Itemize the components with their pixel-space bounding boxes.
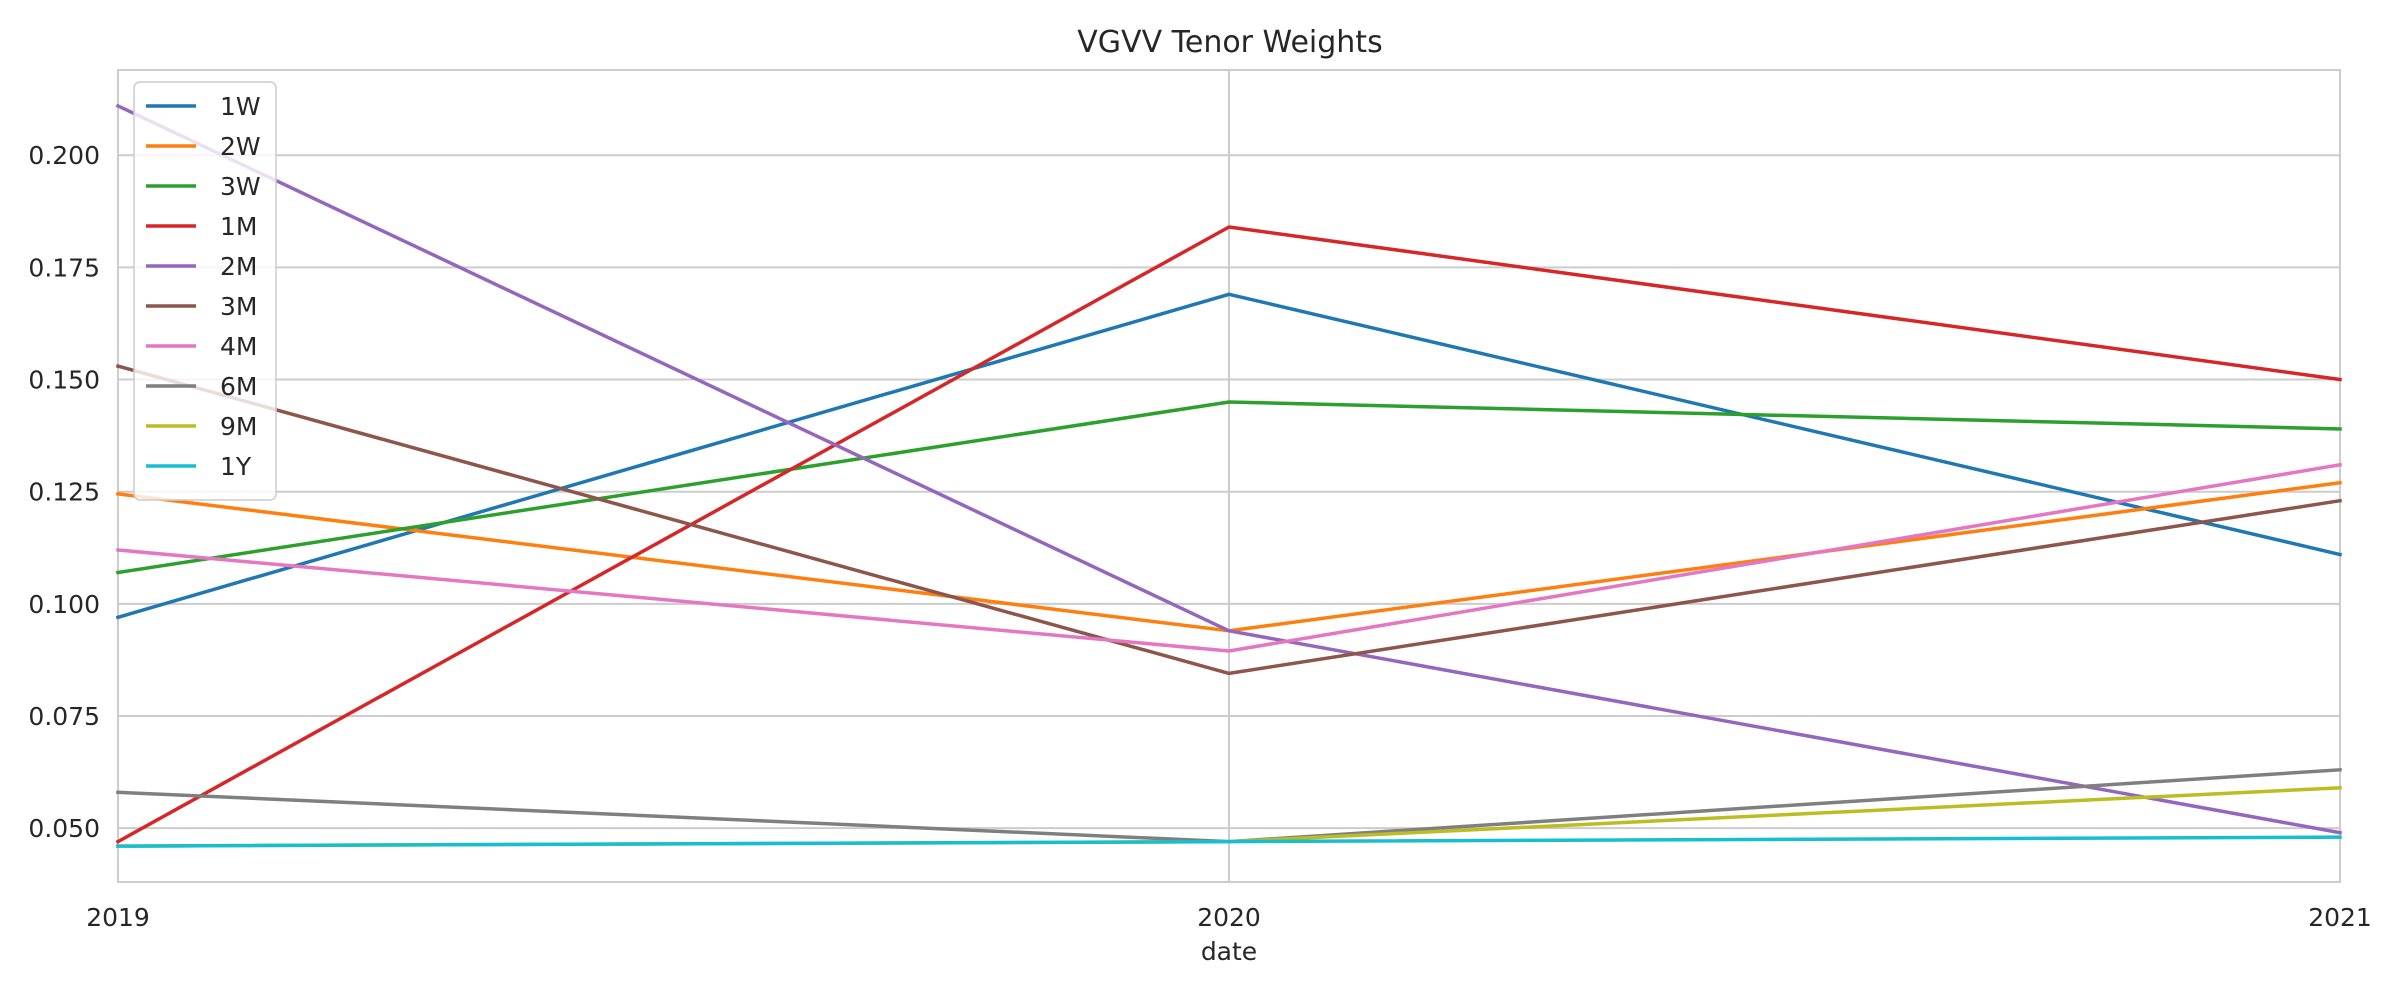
y-tick-label: 0.175 <box>28 253 100 282</box>
legend-label-3m: 3M <box>220 292 257 321</box>
x-axis-label: date <box>1201 937 1257 966</box>
legend: 1W 2W 3W 1M 2M 3M 4M 6M 9M 1Y <box>133 81 277 501</box>
series-line-3m <box>115 363 2342 676</box>
y-tick-label: 0.150 <box>28 366 100 395</box>
y-tick-label: 0.075 <box>28 702 100 731</box>
legend-label-3w: 3W <box>220 172 261 201</box>
plot-frame <box>117 69 2341 883</box>
series-layer <box>115 103 2343 848</box>
legend-label-2w: 2W <box>220 132 261 161</box>
legend-label-2m: 2M <box>220 252 257 281</box>
x-tick-label: 2021 <box>2308 903 2372 932</box>
legend-label-1y: 1Y <box>220 452 252 481</box>
series-line-2m <box>115 103 2343 835</box>
legend-label-9m: 9M <box>220 412 257 441</box>
legend-label-4m: 4M <box>220 332 257 361</box>
grid-layer <box>117 70 2341 882</box>
tick-layer: 0.050 0.075 0.100 0.125 0.150 0.175 0.200 2019 2… <box>28 141 2371 932</box>
y-tick-label: 0.125 <box>28 478 100 507</box>
series-line-1w <box>115 292 2343 620</box>
series-line-1m <box>115 225 2342 844</box>
x-tick-label: 2019 <box>86 903 150 932</box>
chart-title: VGVV Tenor Weights <box>1077 25 1382 60</box>
legend-label-1m: 1M <box>220 212 257 241</box>
legend-label-6m: 6M <box>220 372 257 401</box>
series-line-3w <box>116 400 2342 575</box>
y-tick-label: 0.100 <box>28 590 100 619</box>
y-tick-label: 0.200 <box>28 141 100 170</box>
x-tick-label: 2020 <box>1197 903 1261 932</box>
legend-label-1w: 1W <box>220 92 261 121</box>
series-line-1y <box>116 835 2342 848</box>
y-tick-label: 0.050 <box>28 814 100 843</box>
series-line-4m <box>116 462 2343 653</box>
